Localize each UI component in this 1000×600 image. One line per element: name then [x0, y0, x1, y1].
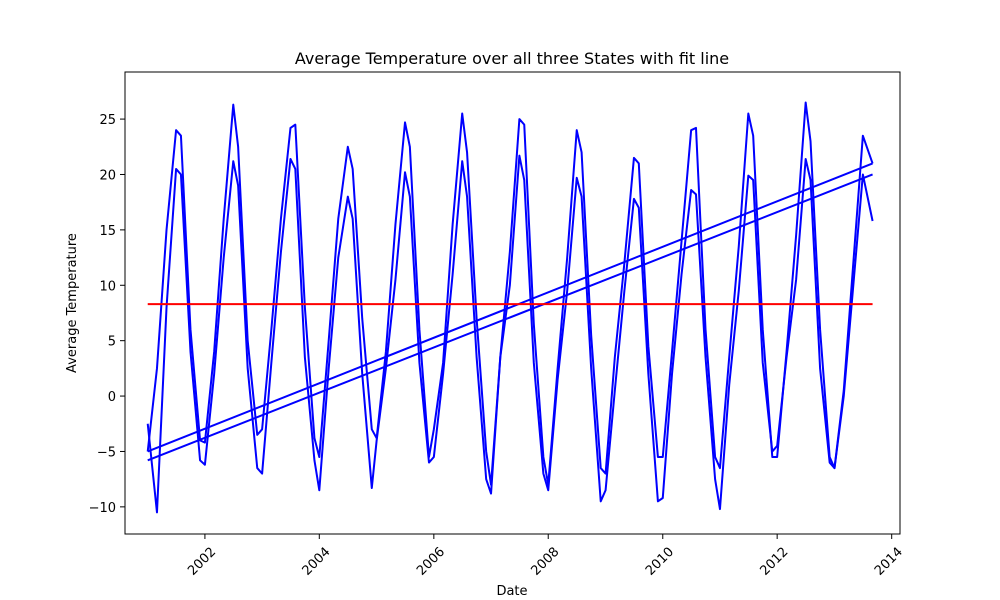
y-axis-label: Average Temperature: [65, 233, 80, 373]
y-tick-label: −10: [89, 501, 116, 516]
y-tick-label: 25: [99, 113, 116, 128]
series-line-0: [146, 101, 874, 486]
chart-title: Average Temperature over all three State…: [295, 49, 729, 68]
y-tick-label: 10: [99, 279, 116, 294]
x-axis-label: Date: [496, 584, 527, 599]
series-line-3: [147, 173, 873, 462]
series-line-1: [146, 154, 874, 514]
y-tick-label: 0: [108, 390, 116, 405]
plot-frame: [124, 71, 901, 535]
series-layer: [146, 101, 874, 514]
y-tick-label: 5: [108, 335, 116, 350]
y-axis: −10 −5 0 5 10 15 20 25: [89, 113, 125, 516]
y-tick-label: 15: [99, 224, 116, 239]
y-tick-label: 20: [99, 168, 116, 183]
y-tick-label: −5: [97, 445, 116, 460]
series-line-2: [147, 162, 873, 453]
